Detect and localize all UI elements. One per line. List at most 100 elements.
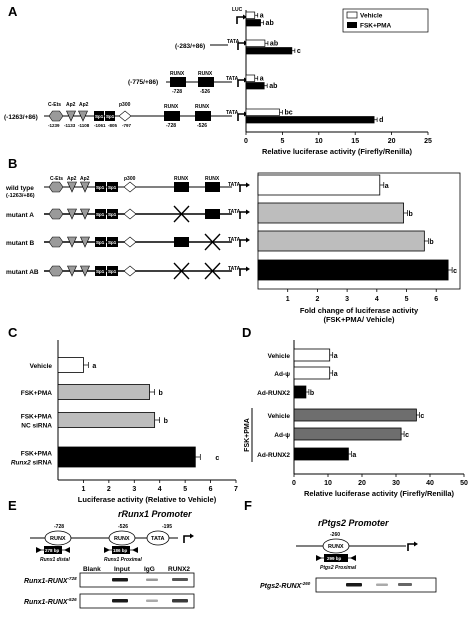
gel-row-2-label: Runx1-RUNX-526 xyxy=(24,597,77,606)
p300-site-icon xyxy=(123,208,137,220)
x-tick-label: 15 xyxy=(351,138,359,145)
category-label: FSK+PMA xyxy=(21,414,53,421)
runx-label: RUNX xyxy=(50,536,66,542)
runx-site-1 xyxy=(174,182,189,192)
tata-box: TATA xyxy=(226,110,239,116)
tata-box: TATA xyxy=(228,266,241,272)
stat-label: a xyxy=(352,452,356,459)
stat-label: ab xyxy=(269,83,277,90)
sp1-label: Sp1 xyxy=(108,240,117,245)
site-label: RUNX xyxy=(164,104,179,110)
tata-box: TATA xyxy=(228,182,241,188)
x-tick-label: 7 xyxy=(234,486,238,493)
stat-label: a xyxy=(334,371,338,378)
x-axis-label: Relative luciferase activity (Firefly/Re… xyxy=(304,489,455,498)
site-label: C-Ets xyxy=(50,176,63,182)
x-tick-label: 25 xyxy=(424,138,432,145)
lane-label-input: Input xyxy=(114,566,131,573)
tss-arrow-icon xyxy=(407,540,419,552)
lane-label-igg: IgG xyxy=(144,566,155,573)
x-tick-label: 1 xyxy=(286,296,290,303)
runx-site-distal xyxy=(44,530,72,546)
bar-1 xyxy=(57,384,150,400)
sp1-site xyxy=(107,182,118,192)
gel-row-1-label: Runx1-RUNX-728 xyxy=(24,576,77,585)
bar-fsk-0 xyxy=(245,19,261,27)
panel-label-b: B xyxy=(8,156,17,171)
legend-vehicle-swatch xyxy=(346,11,358,19)
x-tick-label: 6 xyxy=(209,486,213,493)
cets-site-icon xyxy=(48,110,64,122)
position-label: -1133 xyxy=(64,123,76,128)
position-label: -526 xyxy=(197,123,207,129)
amplicon-label: Runx1 Proximal xyxy=(104,557,142,563)
legend-fsk-swatch xyxy=(347,22,357,28)
sp1-site-1 xyxy=(94,111,104,121)
lane-label-runx2: RUNX2 xyxy=(168,566,190,573)
stat-label: a xyxy=(260,76,264,83)
bar-1 xyxy=(257,202,404,224)
sp1-label: Sp1 xyxy=(96,185,105,190)
site-label: Ap2 xyxy=(66,102,76,108)
mutation-x-icon xyxy=(173,205,190,223)
cets-site-icon xyxy=(48,265,64,277)
runx-site-2 xyxy=(205,182,220,192)
construct-label: mutant A xyxy=(6,212,34,219)
category-label: FSK+PMA xyxy=(21,451,53,458)
position-label: -195 xyxy=(162,524,172,530)
tss-arrow-icon xyxy=(183,532,195,544)
runx-label: RUNX xyxy=(170,71,185,77)
x-tick-label: 30 xyxy=(392,480,400,487)
x-tick-label: 6 xyxy=(434,296,438,303)
tss-arrow-icon xyxy=(239,265,251,277)
x-tick-label: 1 xyxy=(81,486,85,493)
runx-site-2 xyxy=(195,111,211,121)
stat-label: b xyxy=(409,211,413,218)
panel-label-a: A xyxy=(8,4,18,19)
sp1-label: Sp1 xyxy=(108,185,117,190)
stat-label: b xyxy=(164,418,168,425)
stat-label: b xyxy=(159,390,163,397)
x-tick-label: 20 xyxy=(358,480,366,487)
sp1-site xyxy=(95,182,106,192)
tata-box: TATA xyxy=(227,39,240,45)
p300-site-icon xyxy=(123,236,137,248)
stat-label: c xyxy=(297,48,301,55)
x-tick-label: 10 xyxy=(315,138,323,145)
stat-label: ab xyxy=(266,20,274,27)
amplicon xyxy=(324,554,348,562)
mutation-x-icon xyxy=(173,262,190,280)
panel-e: rRunx1 Promoter RUNX RUNX TATA -728 -526… xyxy=(24,509,195,609)
bar-5 xyxy=(293,447,349,461)
construct-775-label: (-775/+86) xyxy=(128,79,158,86)
runx-label: RUNX xyxy=(198,71,213,77)
sp1-label: Sp1 xyxy=(108,212,117,217)
category-label: Vehicle xyxy=(268,353,291,360)
amplicon-proximal xyxy=(112,546,130,554)
construct-label: mutant AB xyxy=(6,269,39,276)
mutation-x-icon xyxy=(204,262,221,280)
bar-0 xyxy=(293,348,331,362)
x-tick-label: 20 xyxy=(388,138,396,145)
sp1-label: Sp1 xyxy=(96,212,105,217)
site-label: p300 xyxy=(119,102,131,108)
panel-f: rPtgs2 Promoter RUNX -260 299 bp Ptgs2 P… xyxy=(260,518,437,593)
construct-range: (-1263/+86) xyxy=(6,193,35,199)
amplicon-label: Runx1 distal xyxy=(40,557,70,563)
panel-label-c: C xyxy=(8,325,18,340)
x-tick-label: 5 xyxy=(183,486,187,493)
site-label: Ap2 xyxy=(80,176,90,182)
x-tick-label: 4 xyxy=(375,296,379,303)
position-label: -728 xyxy=(166,123,176,129)
bar-2 xyxy=(57,412,156,428)
p300-site-icon xyxy=(118,110,132,122)
stat-label: b xyxy=(429,239,433,246)
stat-label: a xyxy=(385,183,389,190)
tata-label: TATA xyxy=(151,536,164,542)
gel-row-2 xyxy=(79,593,195,609)
bar-3 xyxy=(257,259,449,281)
sp1-site xyxy=(107,266,118,276)
category-label: Ad-ψ xyxy=(274,432,290,439)
